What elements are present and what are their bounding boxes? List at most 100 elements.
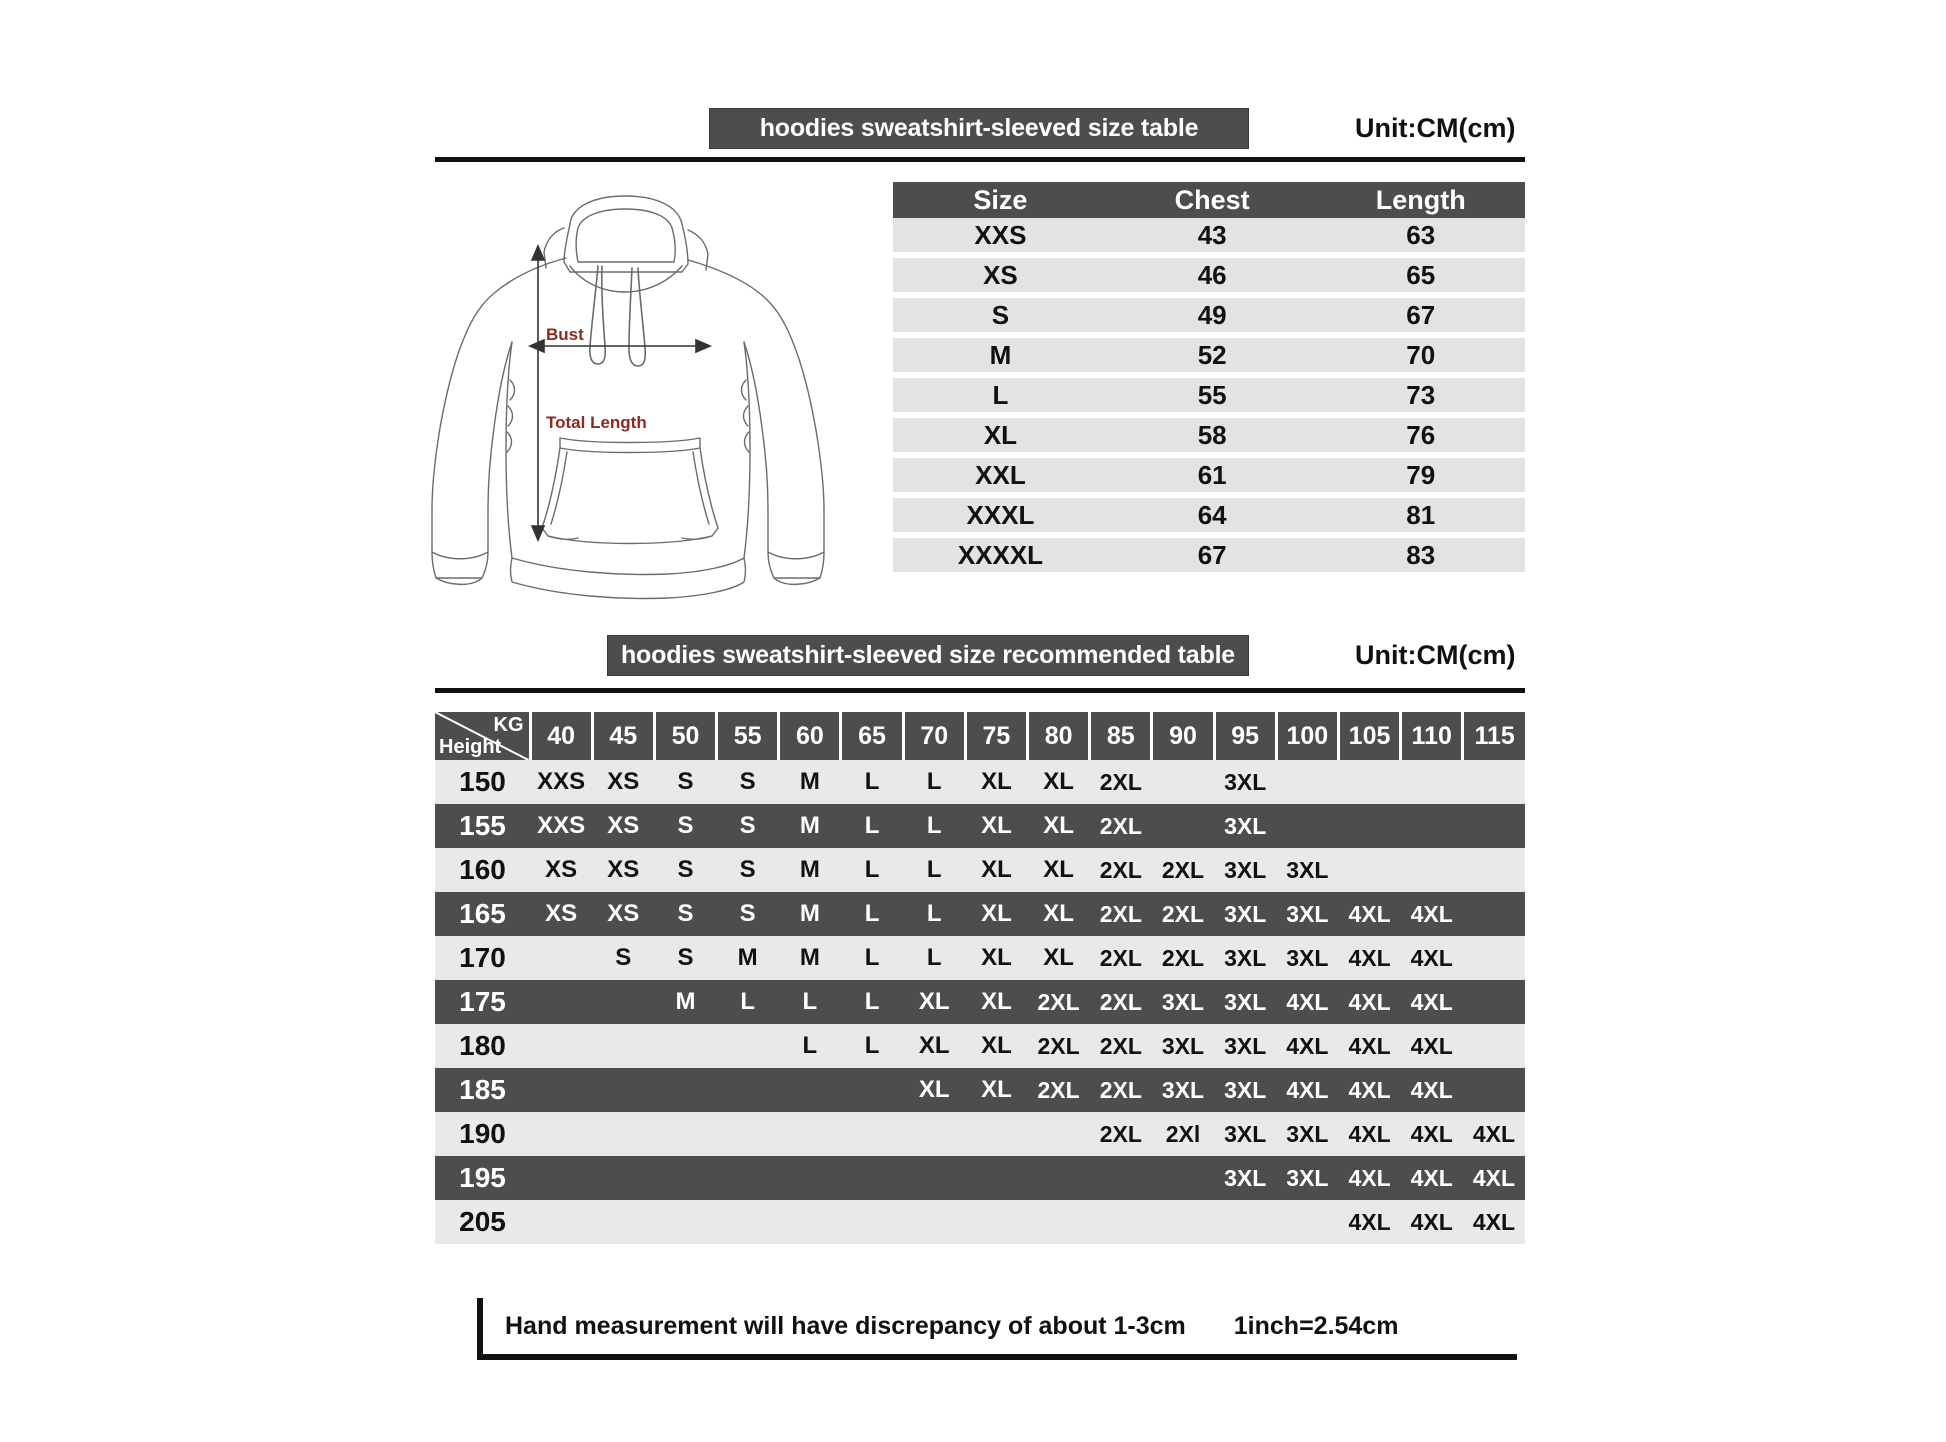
size-recommendation-cell: M bbox=[799, 812, 820, 839]
table-row: XXXL 64 81 bbox=[893, 495, 1525, 538]
size-recommendation-cell: 4XL bbox=[1348, 1076, 1391, 1103]
size-recommendation-cell: 4XL bbox=[1286, 1076, 1329, 1103]
size-recommendation-cell: 3XL bbox=[1224, 1120, 1267, 1147]
size-recommendation-cell: 4XL bbox=[1348, 988, 1391, 1015]
height-row-header: 150 bbox=[459, 766, 506, 797]
height-row-header: 185 bbox=[459, 1074, 506, 1105]
size-recommendation-cell: 3XL bbox=[1286, 1120, 1329, 1147]
length-cell: 79 bbox=[1316, 455, 1525, 498]
size-recommendation-cell: S bbox=[677, 856, 694, 883]
size-recommendation-cell: 3XL bbox=[1286, 944, 1329, 971]
size-table-banner: hoodies sweatshirt-sleeved size table bbox=[709, 108, 1249, 149]
size-recommendation-cell: XL bbox=[1043, 768, 1074, 795]
empty-cell bbox=[903, 1156, 965, 1200]
matrix-corner-cell: KG Height bbox=[435, 712, 532, 760]
size-recommendation-cell: L bbox=[864, 812, 880, 839]
size-recommendation-cell: 4XL bbox=[1410, 988, 1453, 1015]
size-measurement-table: Size Chest Length XXS 43 63 XS 46 65 S 49 67 M 52 7… bbox=[893, 182, 1525, 572]
size-recommendation-cell: XS bbox=[607, 856, 640, 883]
size-recommendation-matrix: KG Height 40 45 50 55 60 65 70 75 80 85 90 95 100 105… bbox=[435, 712, 1525, 1244]
weight-column-header: 90 bbox=[1151, 712, 1216, 760]
matrix-row: 155 XXS XS S S M L L XL XL 2XL 3XL bbox=[435, 804, 1525, 848]
matrix-height-label: Height bbox=[439, 736, 502, 758]
empty-cell bbox=[654, 1068, 716, 1112]
size-recommendation-cell: 4XL bbox=[1348, 1032, 1391, 1059]
height-row-header: 205 bbox=[459, 1206, 506, 1237]
size-recommendation-cell: M bbox=[799, 944, 820, 971]
table-row: XXS 43 63 bbox=[893, 218, 1525, 258]
size-recommendation-cell: 3XL bbox=[1286, 856, 1329, 883]
size-recommendation-cell: 2XL bbox=[1161, 900, 1205, 927]
chest-cell: 43 bbox=[1107, 218, 1317, 258]
empty-cell bbox=[717, 1200, 779, 1244]
table-row: XS 46 65 bbox=[893, 255, 1525, 298]
size-recommendation-cell: 2XL bbox=[1099, 944, 1142, 971]
chest-cell: 67 bbox=[1197, 540, 1227, 570]
size-recommendation-cell: 3XL bbox=[1224, 988, 1267, 1015]
height-row-header: 170 bbox=[459, 942, 506, 973]
size-recommendation-cell: 4XL bbox=[1410, 1164, 1453, 1191]
empty-cell bbox=[654, 1200, 716, 1244]
inch-conversion-note: 1inch=2.54cm bbox=[1233, 1311, 1399, 1340]
size-recommendation-cell: L bbox=[864, 944, 880, 971]
size-recommendation-cell: XL bbox=[1043, 944, 1074, 971]
empty-cell bbox=[779, 1068, 841, 1112]
size-recommendation-cell: XL bbox=[918, 988, 950, 1015]
size-recommendation-cell: 4XL bbox=[1472, 1120, 1515, 1147]
empty-cell bbox=[530, 980, 592, 1024]
size-recommendation-cell: S bbox=[739, 812, 756, 839]
size-recommendation-cell: 4XL bbox=[1410, 1076, 1453, 1103]
empty-cell bbox=[1463, 980, 1525, 1024]
empty-cell bbox=[1276, 804, 1338, 848]
size-recommendation-cell: 3XL bbox=[1224, 1032, 1267, 1059]
empty-cell bbox=[1152, 804, 1214, 848]
size-recommendation-cell: S bbox=[677, 900, 694, 927]
empty-cell bbox=[965, 1156, 1027, 1200]
empty-cell bbox=[1463, 1024, 1525, 1068]
empty-cell bbox=[779, 1200, 841, 1244]
size-recommendation-cell: XL bbox=[981, 944, 1012, 971]
matrix-row: 195 3XL 3XL 4XL 4XL 4XL bbox=[435, 1156, 1525, 1200]
size-recommendation-cell: XL bbox=[1043, 856, 1074, 883]
size-recommendation-cell: 4XL bbox=[1410, 1032, 1453, 1059]
size-recommendation-cell: 4XL bbox=[1410, 1120, 1453, 1147]
matrix-row: 160 XS XS S S M L L XL XL 2XL 2XL 3XL 3XL bbox=[435, 848, 1525, 892]
column-header-length: Length bbox=[1316, 182, 1525, 218]
header-divider-bottom bbox=[435, 688, 1525, 693]
empty-cell bbox=[1401, 760, 1463, 804]
length-cell: 70 bbox=[1316, 335, 1525, 378]
recommended-table-unit-label: Unit:CM(cm) bbox=[1355, 640, 1516, 670]
weight-column-header: 60 bbox=[778, 712, 843, 760]
matrix-row: 205 4XL 4XL 4XL bbox=[435, 1200, 1525, 1244]
matrix-body: 150 XXS XS S S M L L XL XL 2XL 3XL 155 XXS XS S S M L L XL XL… bbox=[435, 760, 1525, 1244]
empty-cell bbox=[1463, 892, 1525, 936]
size-recommendation-cell: XL bbox=[981, 1076, 1012, 1103]
empty-cell bbox=[1338, 804, 1400, 848]
size-recommendation-cell: 2Xl bbox=[1165, 1120, 1201, 1147]
empty-cell bbox=[530, 1156, 592, 1200]
empty-cell bbox=[592, 1024, 654, 1068]
empty-cell bbox=[779, 1156, 841, 1200]
total-length-dimension-label: Total Length bbox=[546, 413, 647, 432]
weight-column-header: 95 bbox=[1214, 712, 1278, 760]
size-recommendation-cell: XL bbox=[918, 1032, 950, 1059]
empty-cell bbox=[717, 1156, 779, 1200]
weight-column-header: 45 bbox=[592, 712, 656, 760]
size-recommendation-cell: 2XL bbox=[1037, 1032, 1080, 1059]
size-table-body: XXS 43 63 XS 46 65 S 49 67 M 52 70 L 55 73 XL 58 76 XXL 61 7… bbox=[893, 218, 1525, 572]
height-row-header: 195 bbox=[459, 1162, 506, 1193]
height-row-header: 190 bbox=[459, 1118, 506, 1149]
table-row: L 55 73 bbox=[893, 375, 1525, 418]
size-cell: XXXL bbox=[893, 495, 1108, 538]
size-recommendation-cell: 3XL bbox=[1161, 1076, 1205, 1103]
empty-cell bbox=[530, 1112, 592, 1156]
empty-cell bbox=[1276, 1200, 1338, 1244]
length-cell: 63 bbox=[1316, 218, 1525, 258]
size-recommendation-cell: XS bbox=[607, 812, 640, 839]
size-recommendation-cell: 2XL bbox=[1161, 944, 1205, 971]
weight-column-header: 85 bbox=[1089, 712, 1154, 760]
size-recommendation-cell: 4XL bbox=[1348, 1120, 1391, 1147]
size-recommendation-cell: S bbox=[677, 812, 694, 839]
size-recommendation-cell: XL bbox=[981, 988, 1012, 1015]
size-cell: L bbox=[893, 375, 1108, 418]
